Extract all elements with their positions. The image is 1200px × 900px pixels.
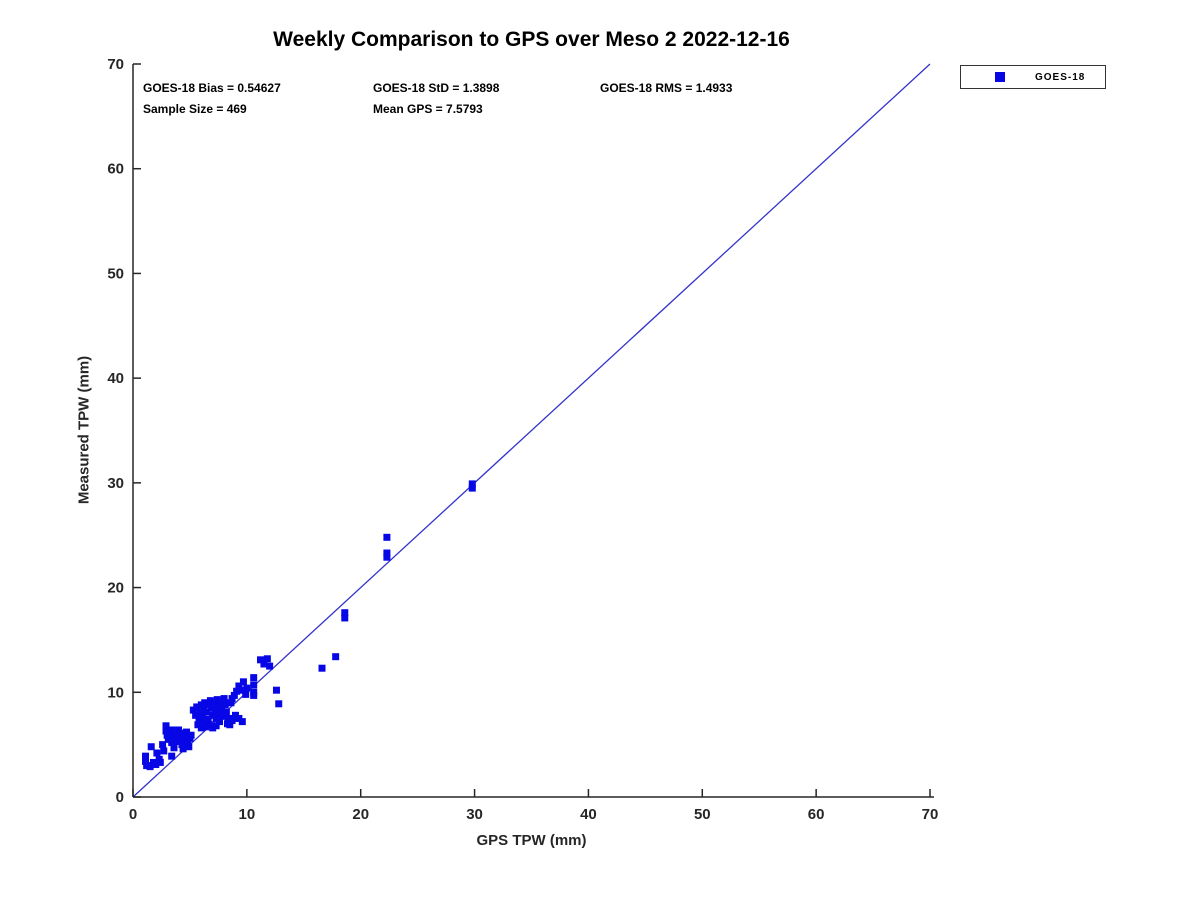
y-tick-label: 40 [107, 370, 124, 387]
data-point [238, 718, 246, 726]
data-point [235, 682, 243, 690]
data-point [216, 718, 224, 726]
data-point [250, 674, 258, 682]
data-point [211, 707, 219, 715]
y-tick-label: 60 [107, 161, 124, 178]
data-point [263, 655, 271, 663]
data-point [142, 752, 150, 760]
data-point [257, 656, 265, 664]
data-point [168, 752, 176, 760]
data-point [160, 747, 168, 755]
stat-rms: GOES-18 RMS = 1.4933 [600, 81, 733, 95]
legend-label: GOES-18 [1035, 71, 1086, 83]
y-tick-label: 50 [107, 265, 124, 282]
data-point [197, 724, 205, 732]
data-point [220, 695, 228, 703]
data-point [203, 708, 211, 716]
data-point [250, 688, 258, 696]
data-point [272, 686, 280, 694]
x-tick-label: 20 [352, 806, 369, 823]
data-point [341, 614, 349, 622]
data-point [180, 732, 188, 740]
data-point [212, 722, 220, 730]
y-axis-label: Measured TPW (mm) [75, 355, 93, 505]
y-tick-label: 30 [107, 475, 124, 492]
data-point [383, 533, 391, 541]
data-point [233, 687, 241, 695]
identity-line [132, 63, 931, 798]
legend-marker-square [995, 72, 1005, 82]
stat-std: GOES-18 StD = 1.3898 [373, 81, 500, 95]
data-point [219, 712, 227, 720]
data-point [260, 660, 268, 668]
data-point [147, 743, 155, 751]
x-tick-label: 30 [466, 806, 483, 823]
data-point [162, 722, 170, 730]
data-point [318, 664, 326, 672]
data-point [142, 757, 150, 765]
data-point [185, 743, 193, 751]
data-point [383, 549, 391, 557]
data-point [168, 739, 176, 747]
stat-mean-gps: Mean GPS = 7.5793 [373, 102, 483, 116]
data-point [176, 729, 184, 737]
data-point [230, 691, 238, 699]
data-point [192, 711, 200, 719]
legend: GOES-18 [960, 65, 1106, 89]
data-point [210, 700, 218, 708]
data-point [222, 708, 230, 716]
y-tick-label: 70 [107, 56, 124, 73]
data-point [468, 484, 476, 492]
data-point [153, 749, 161, 757]
y-tick-label: 0 [116, 789, 124, 806]
y-tick-label: 20 [107, 580, 124, 597]
data-point [179, 745, 187, 753]
data-point [217, 699, 225, 707]
data-point [168, 726, 176, 734]
data-point [170, 744, 178, 752]
data-point [183, 728, 191, 736]
stat-sample-size: Sample Size = 469 [143, 102, 247, 116]
data-point [152, 761, 160, 769]
data-point [221, 701, 229, 709]
data-point [178, 741, 186, 749]
data-point [243, 684, 251, 692]
stat-bias: GOES-18 Bias = 0.54627 [143, 81, 281, 95]
data-point [156, 758, 164, 766]
data-point [227, 699, 235, 707]
chart-title: Weekly Comparison to GPS over Meso 2 202… [273, 28, 790, 51]
x-tick-label: 70 [922, 806, 939, 823]
data-point [198, 712, 206, 720]
x-tick-label: 60 [808, 806, 825, 823]
data-point [239, 678, 247, 686]
y-tick-label: 10 [107, 684, 124, 701]
x-axis-label: GPS TPW (mm) [476, 832, 587, 849]
data-point [146, 763, 154, 771]
x-tick-label: 10 [239, 806, 256, 823]
data-point [275, 700, 283, 708]
data-point [159, 741, 167, 749]
data-point [468, 480, 476, 488]
x-tick-label: 40 [580, 806, 597, 823]
data-point [218, 705, 226, 713]
data-point [204, 716, 212, 724]
data-point [332, 653, 340, 661]
data-point [266, 662, 274, 670]
data-point [383, 553, 391, 561]
x-tick-label: 0 [129, 806, 137, 823]
data-point [193, 703, 201, 711]
data-point [226, 721, 234, 729]
data-point [228, 717, 236, 725]
data-point [250, 681, 258, 689]
data-point [242, 690, 250, 698]
data-point [187, 731, 195, 739]
x-tick-label: 50 [694, 806, 711, 823]
data-point [341, 609, 349, 617]
